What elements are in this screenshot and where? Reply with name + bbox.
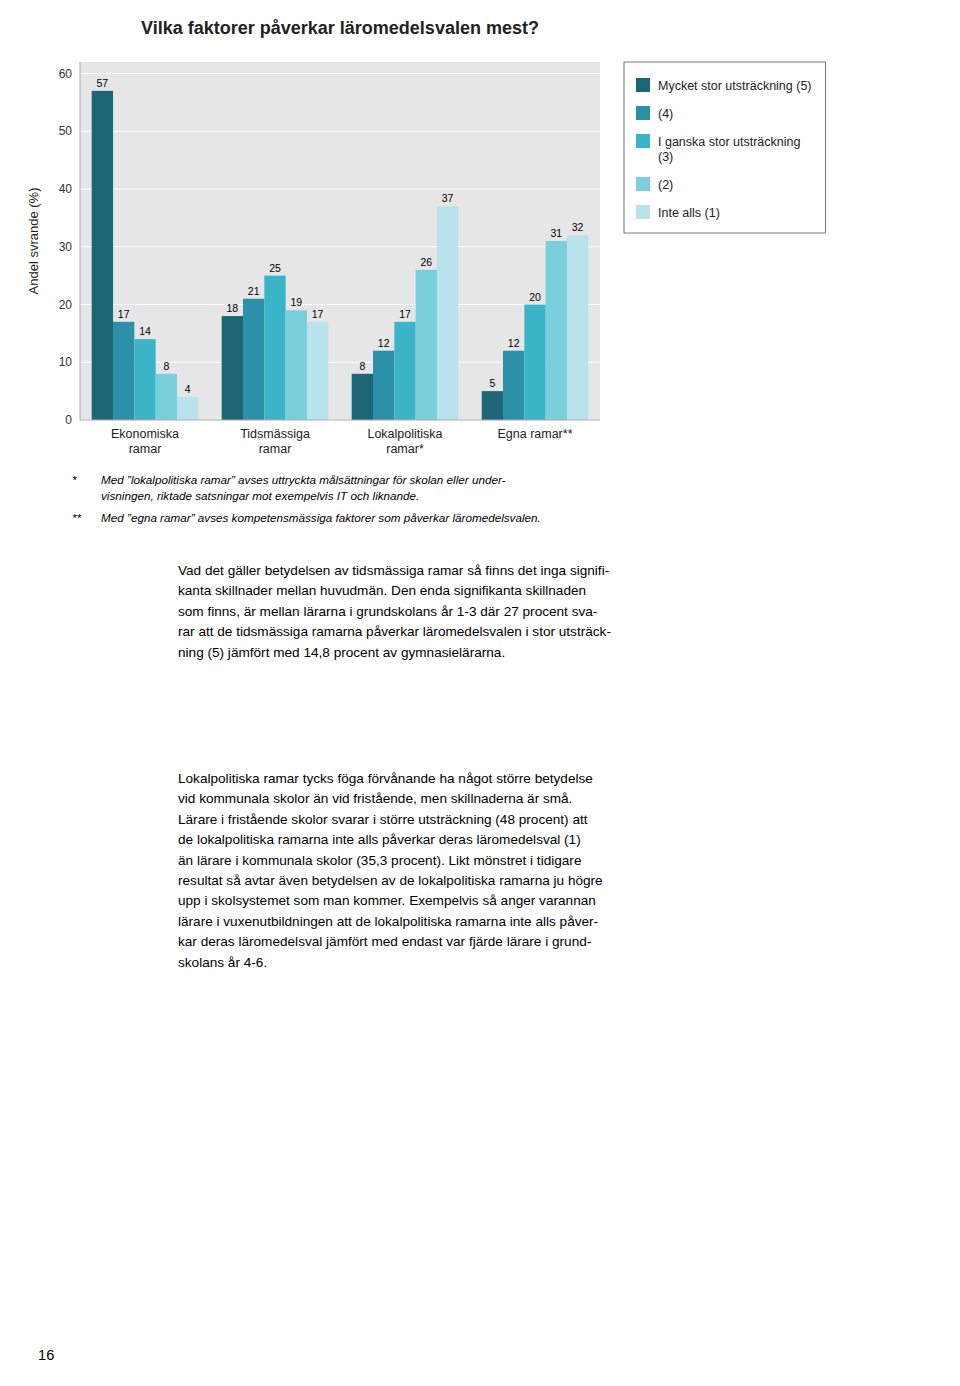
y-axis-label: Andel svrande (%): [26, 188, 41, 295]
bar: [416, 270, 437, 420]
bar: [394, 322, 415, 420]
data-label: 31: [550, 227, 562, 239]
legend: Mycket stor utsträckning (5) (4) I ganska …: [624, 62, 826, 233]
grid-line: [80, 189, 600, 190]
y-tick-label: 60: [59, 67, 73, 81]
bar: [286, 310, 307, 420]
bar: [373, 351, 394, 420]
y-tick-label: 40: [59, 182, 73, 196]
legend-label: Mycket stor utsträckning (5): [658, 79, 812, 93]
x-tick-label: Ekonomiskaramar: [111, 427, 179, 456]
data-label: 12: [378, 337, 390, 349]
bar: [352, 374, 373, 420]
data-label: 8: [359, 360, 365, 372]
data-label: 18: [227, 302, 239, 314]
grid-line: [80, 73, 600, 74]
data-label: 17: [312, 308, 324, 320]
bar: [482, 391, 503, 420]
y-tick-label: 10: [59, 355, 73, 369]
legend-swatch: [636, 177, 650, 191]
data-label: 17: [118, 308, 130, 320]
bar: [437, 206, 458, 420]
y-axis-line: [80, 62, 81, 420]
x-axis-line: [80, 420, 600, 421]
grid-line: [80, 304, 600, 305]
bar: [307, 322, 328, 420]
data-label: 14: [139, 325, 151, 337]
bars: [92, 91, 589, 420]
plot-background: [80, 62, 600, 420]
legend-swatch: [636, 78, 650, 92]
legend-frame: [624, 62, 826, 233]
bar: [156, 374, 177, 420]
page: Vilka faktorer påverkar läromedelsvalen …: [0, 0, 960, 1386]
legend-swatch: [636, 134, 650, 148]
data-label: 57: [97, 77, 109, 89]
bar: [243, 299, 264, 420]
y-tick-label: 0: [65, 413, 72, 427]
x-tick-label: Egna ramar**: [497, 427, 572, 441]
data-label: 19: [290, 296, 302, 308]
data-label: 32: [572, 221, 584, 233]
y-tick-label: 50: [59, 124, 73, 138]
footnote-mark: **: [72, 511, 82, 524]
body-text: Lokalpolitiska ramar tycks föga förvånan…: [178, 771, 603, 970]
page-number: 16: [38, 1347, 54, 1363]
legend-label: (2): [658, 178, 673, 192]
bar: [264, 276, 285, 420]
body-text: Vad det gäller betydelsen av tidsmässiga…: [178, 563, 611, 660]
legend-swatch: [636, 205, 650, 219]
x-tick-label: Lokalpolitiskaramar*: [367, 427, 442, 456]
data-label: 37: [442, 192, 454, 204]
chart-title: Vilka faktorer påverkar läromedelsvalen …: [141, 18, 539, 38]
grid-line: [80, 246, 600, 247]
data-label: 12: [508, 337, 520, 349]
bar: [546, 241, 567, 420]
bar: [222, 316, 243, 420]
data-label: 26: [420, 256, 432, 268]
data-labels: 57 18 8 5 17 21 12 12 14 25 17 20 8 19 26 31 4 17 37 32: [97, 77, 584, 395]
bar: [567, 235, 588, 420]
bar: [524, 305, 545, 420]
legend-label: I ganska stor utsträckning(3): [658, 135, 800, 164]
data-label: 5: [489, 377, 495, 389]
bar: [503, 351, 524, 420]
data-label: 20: [529, 291, 541, 303]
grid-line: [80, 131, 600, 132]
bar: [92, 91, 113, 420]
x-tick-label: Tidsmässigaramar: [240, 427, 310, 456]
legend-swatch: [636, 106, 650, 120]
data-label: 17: [399, 308, 411, 320]
legend-label: Inte alls (1): [658, 206, 720, 220]
data-label: 21: [248, 285, 260, 297]
grid-line: [80, 420, 600, 421]
bar: [177, 397, 198, 420]
y-tick-label: 20: [59, 298, 73, 312]
data-label: 25: [269, 262, 281, 274]
bar: [113, 322, 134, 420]
data-label: 4: [185, 383, 191, 395]
footnote-text: Med ”egna ramar” avses kompetensmässiga …: [101, 511, 541, 524]
data-label: 8: [163, 360, 169, 372]
y-tick-label: 30: [59, 240, 73, 254]
footnote-text: Med ”lokalpolitiska ramar” avses uttryck…: [101, 473, 506, 502]
footnote-mark: *: [72, 473, 77, 486]
legend-label: (4): [658, 107, 673, 121]
bar: [134, 339, 155, 420]
